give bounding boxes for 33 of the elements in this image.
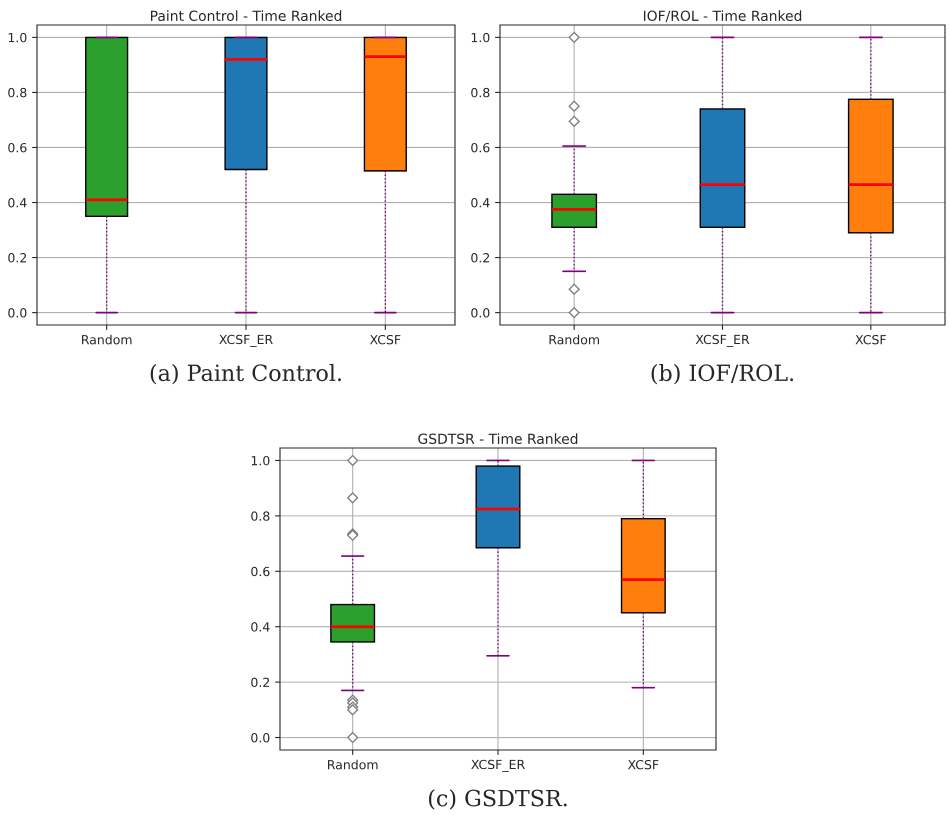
x-tick-label: XCSF_ER	[471, 760, 525, 772]
x-tick-label: XCSF	[855, 334, 886, 344]
y-tick-label: 0.6	[251, 566, 270, 576]
x-tick-label: XCSF_ER	[696, 334, 750, 347]
text: (b) IOF/ROL.	[652, 364, 794, 384]
y-tick-label: 1.0	[472, 32, 490, 42]
y-tick-label: 0.4	[471, 198, 490, 208]
y-tick-label: 0.0	[8, 308, 26, 318]
y-tick-label: 0.0	[251, 733, 270, 742]
y-tick-label: 0.4	[251, 622, 270, 632]
x-tick-label: XCSF	[628, 760, 658, 770]
y-tick-label: 1.0	[8, 32, 26, 42]
x-tick-label: Random	[328, 760, 378, 770]
y-tick-label: 0.2	[8, 253, 26, 262]
x-tick-label: Random	[82, 334, 132, 344]
chart-title: GSDTSR - Time Ranked	[418, 433, 578, 444]
x-tick-label: XCSF	[370, 334, 400, 344]
y-tick-label: 0.8	[251, 511, 270, 521]
y-tick-label: 0.2	[471, 253, 490, 262]
y-tick-label: 0.0	[471, 308, 490, 318]
y-tick-label: 0.2	[251, 678, 270, 688]
chart-title: IOF/ROL - Time Ranked	[644, 10, 802, 22]
text: (c) GSDTSR.	[429, 789, 567, 810]
y-tick-label: 0.4	[8, 198, 27, 208]
chart-title: Paint Control - Time Ranked	[150, 10, 342, 22]
y-tick-label: 0.6	[471, 142, 490, 152]
y-tick-label: 0.8	[471, 88, 490, 98]
y-tick-label: 0.8	[8, 88, 26, 98]
x-tick-label: XCSF_ER	[219, 334, 273, 347]
x-tick-label: Random	[550, 334, 599, 344]
text: (a) Paint Control.	[150, 364, 341, 384]
y-tick-label: 0.6	[8, 142, 26, 152]
y-tick-label: 1.0	[252, 456, 270, 466]
